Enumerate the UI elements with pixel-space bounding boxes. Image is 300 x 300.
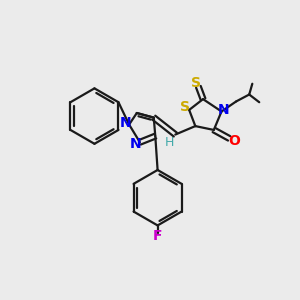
Text: N: N [130, 137, 142, 151]
Text: S: S [180, 100, 190, 114]
Text: N: N [218, 103, 230, 117]
Text: O: O [228, 134, 240, 148]
Text: N: N [119, 116, 131, 130]
Text: H: H [164, 136, 174, 149]
Text: F: F [153, 229, 162, 243]
Text: S: S [191, 76, 201, 90]
